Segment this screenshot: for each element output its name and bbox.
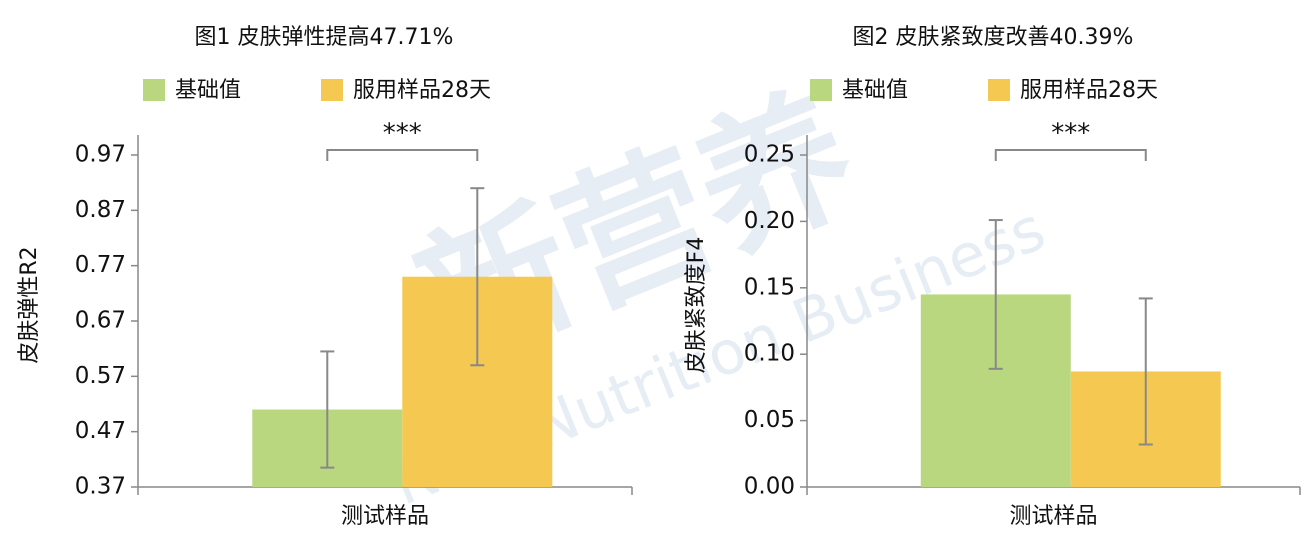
x-tick-label: 测试样品 bbox=[1009, 504, 1097, 529]
y-tick-label: 0.77 bbox=[75, 252, 126, 278]
legend-label: 基础值 bbox=[842, 78, 908, 103]
y-tick-label: 0.05 bbox=[744, 407, 795, 433]
significance-label: *** bbox=[383, 119, 422, 149]
x-tick-label: 测试样品 bbox=[341, 504, 429, 529]
legend-label: 基础值 bbox=[175, 78, 241, 103]
significance-label: *** bbox=[1051, 119, 1090, 149]
legend-swatch bbox=[988, 79, 1010, 101]
y-tick-label: 0.20 bbox=[744, 208, 795, 234]
y-axis-label: 皮肤紧致度F4 bbox=[684, 237, 709, 374]
y-tick-label: 0.37 bbox=[75, 474, 126, 500]
y-tick-label: 0.47 bbox=[75, 418, 126, 444]
y-tick-label: 0.10 bbox=[744, 341, 795, 367]
y-tick-label: 0.25 bbox=[744, 142, 795, 168]
chart-title: 图1 皮肤弹性提高47.71% bbox=[195, 25, 454, 50]
y-tick-label: 0.87 bbox=[75, 197, 126, 223]
y-tick-label: 0.57 bbox=[75, 363, 126, 389]
y-tick-label: 0.00 bbox=[744, 474, 795, 500]
significance-bracket bbox=[326, 149, 479, 161]
y-tick-label: 0.15 bbox=[744, 274, 795, 300]
significance-bracket bbox=[994, 149, 1147, 161]
y-tick-label: 0.97 bbox=[75, 142, 126, 168]
legend-swatch bbox=[143, 79, 165, 101]
legend-label: 服用样品28天 bbox=[353, 78, 491, 103]
chart-title: 图2 皮肤紧致度改善40.39% bbox=[853, 25, 1134, 50]
legend-label: 服用样品28天 bbox=[1020, 78, 1158, 103]
y-tick-label: 0.67 bbox=[75, 308, 126, 334]
legend-swatch bbox=[321, 79, 343, 101]
legend-swatch bbox=[810, 79, 832, 101]
y-axis-label: 皮肤弹性R2 bbox=[17, 246, 42, 363]
